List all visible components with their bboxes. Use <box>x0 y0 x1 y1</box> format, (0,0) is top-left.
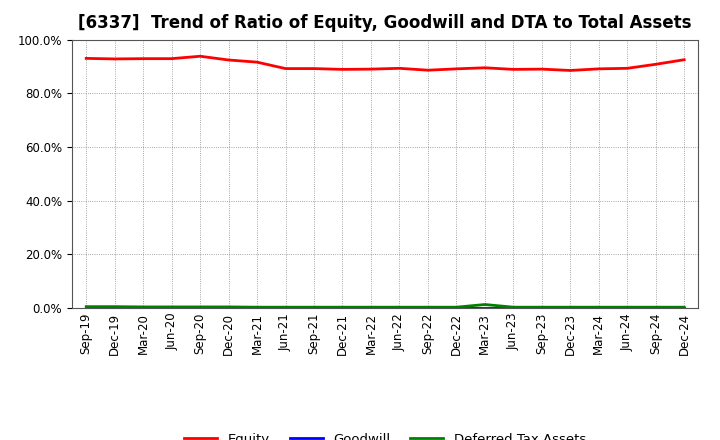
Deferred Tax Assets <box>680 304 688 310</box>
Deferred Tax Assets <box>139 304 148 310</box>
Deferred Tax Assets <box>537 304 546 310</box>
Equity <box>225 57 233 62</box>
Title: [6337]  Trend of Ratio of Equity, Goodwill and DTA to Total Assets: [6337] Trend of Ratio of Equity, Goodwil… <box>78 15 692 33</box>
Goodwill <box>537 305 546 311</box>
Equity <box>310 66 318 71</box>
Goodwill <box>82 305 91 311</box>
Equity <box>338 67 347 72</box>
Deferred Tax Assets <box>452 304 461 310</box>
Equity <box>82 56 91 61</box>
Deferred Tax Assets <box>509 304 518 310</box>
Equity <box>566 68 575 73</box>
Equity <box>537 66 546 72</box>
Goodwill <box>253 305 261 311</box>
Equity <box>423 68 432 73</box>
Deferred Tax Assets <box>623 304 631 310</box>
Deferred Tax Assets <box>566 304 575 310</box>
Equity <box>595 66 603 71</box>
Goodwill <box>652 305 660 311</box>
Goodwill <box>566 305 575 311</box>
Goodwill <box>338 305 347 311</box>
Deferred Tax Assets <box>338 304 347 310</box>
Deferred Tax Assets <box>196 304 204 310</box>
Deferred Tax Assets <box>253 304 261 310</box>
Deferred Tax Assets <box>423 304 432 310</box>
Goodwill <box>139 305 148 311</box>
Line: Deferred Tax Assets: Deferred Tax Assets <box>86 304 684 307</box>
Deferred Tax Assets <box>395 304 404 310</box>
Goodwill <box>366 305 375 311</box>
Equity <box>139 56 148 61</box>
Equity <box>623 66 631 71</box>
Deferred Tax Assets <box>110 304 119 309</box>
Equity <box>253 59 261 65</box>
Equity <box>509 67 518 72</box>
Deferred Tax Assets <box>225 304 233 310</box>
Goodwill <box>225 305 233 311</box>
Equity <box>167 56 176 61</box>
Goodwill <box>110 305 119 311</box>
Goodwill <box>509 305 518 311</box>
Deferred Tax Assets <box>366 304 375 310</box>
Goodwill <box>423 305 432 311</box>
Equity <box>282 66 290 71</box>
Equity <box>680 57 688 62</box>
Legend: Equity, Goodwill, Deferred Tax Assets: Equity, Goodwill, Deferred Tax Assets <box>179 427 591 440</box>
Deferred Tax Assets <box>82 304 91 309</box>
Equity <box>196 54 204 59</box>
Goodwill <box>480 305 489 311</box>
Equity <box>395 66 404 71</box>
Deferred Tax Assets <box>595 304 603 310</box>
Deferred Tax Assets <box>282 304 290 310</box>
Goodwill <box>680 305 688 311</box>
Deferred Tax Assets <box>167 304 176 310</box>
Goodwill <box>310 305 318 311</box>
Deferred Tax Assets <box>310 304 318 310</box>
Equity <box>366 66 375 72</box>
Goodwill <box>395 305 404 311</box>
Line: Equity: Equity <box>86 56 684 70</box>
Goodwill <box>452 305 461 311</box>
Deferred Tax Assets <box>652 304 660 310</box>
Deferred Tax Assets <box>480 302 489 307</box>
Equity <box>452 66 461 71</box>
Equity <box>652 62 660 67</box>
Goodwill <box>167 305 176 311</box>
Goodwill <box>595 305 603 311</box>
Goodwill <box>623 305 631 311</box>
Goodwill <box>196 305 204 311</box>
Equity <box>110 56 119 62</box>
Goodwill <box>282 305 290 311</box>
Equity <box>480 65 489 70</box>
